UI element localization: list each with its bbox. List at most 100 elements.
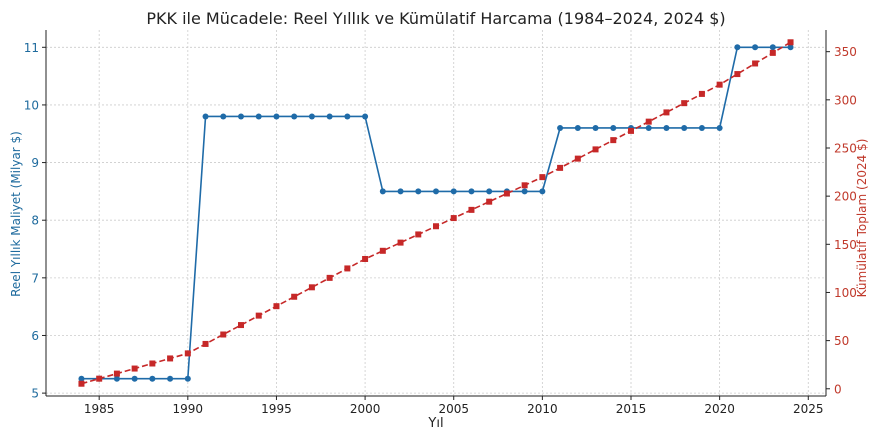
annual-cost-point: [663, 124, 670, 131]
x-axis-label: Yıl: [427, 416, 443, 431]
cumulative-total-point: [592, 146, 599, 153]
cumulative-total-point: [433, 223, 439, 230]
annual-cost-point: [255, 113, 262, 120]
cumulative-total-point: [539, 174, 546, 181]
x-tick-label: 1995: [261, 402, 292, 416]
grid-layer: [46, 30, 826, 396]
annual-cost-point: [486, 188, 493, 195]
y-right-tick-label: 100: [834, 286, 857, 300]
annual-cost-point: [220, 113, 227, 120]
cumulative-total-point: [681, 100, 688, 107]
y-axis-right-label: Kümülatif Toplam (2024 $): [855, 139, 869, 298]
annual-cost-point: [787, 44, 794, 51]
cumulative-total-point: [379, 247, 386, 254]
y-right-tick-label: 350: [834, 45, 857, 59]
chart-title: PKK ile Mücadele: Reel Yıllık ve Kümülat…: [146, 9, 725, 28]
x-tick-label: 2010: [527, 402, 558, 416]
cumulative-total-point: [308, 284, 315, 291]
x-tick-label: 1985: [84, 402, 115, 416]
y-right-tick-label: 300: [834, 93, 857, 107]
annual-cost-point: [698, 124, 705, 131]
annual-cost-point: [574, 124, 581, 131]
annual-cost-point: [344, 113, 351, 120]
cumulative-total-point: [291, 293, 298, 300]
y-axis-left-label: Reel Yıllık Maliyet (Milyar $): [9, 131, 23, 297]
annual-cost-point: [238, 113, 244, 120]
cumulative-total-point: [557, 164, 564, 171]
annual-cost-line: [81, 46, 791, 380]
cumulative-total-point: [769, 49, 776, 56]
y-left-tick-label: 10: [24, 98, 39, 112]
annual-cost-point: [326, 113, 333, 120]
annual-cost-point: [131, 375, 138, 382]
y-left-tick-label: 9: [31, 156, 39, 170]
annual-cost-point: [521, 188, 528, 195]
cumulative-total-point: [663, 109, 670, 116]
y-left-tick-label: 5: [31, 387, 39, 401]
cumulative-total-point: [238, 322, 244, 329]
cumulative-total-point: [628, 127, 634, 134]
cumulative-total-point: [273, 303, 280, 310]
y-left-tick-label: 6: [31, 329, 39, 343]
annual-cost-point: [291, 113, 298, 120]
y-right-tick-label: 50: [834, 334, 849, 348]
annual-cost-point: [716, 124, 723, 131]
annual-cost-point: [379, 188, 386, 195]
y-left-tick-label: 11: [24, 41, 39, 55]
annual-cost-point: [450, 188, 457, 195]
series-layer: [78, 39, 794, 387]
annual-cost-point: [308, 113, 315, 120]
y-right-tick-label: 150: [834, 238, 857, 252]
cumulative-total-point: [149, 360, 156, 367]
cumulative-total-point: [131, 365, 138, 372]
x-tick-label: 2020: [704, 402, 735, 416]
cumulative-total-point: [167, 355, 174, 362]
cumulative-total-point: [468, 206, 475, 213]
annual-cost-point: [681, 124, 688, 131]
cumulative-total-point: [255, 312, 262, 319]
cumulative-total-point: [734, 71, 741, 78]
cumulative-total-point: [521, 182, 528, 189]
axes-layer: 1985 1990 1995 2000 2005 2010 2015 2020 20255678…: [24, 30, 857, 416]
cumulative-total-line: [81, 41, 791, 385]
annual-cost-point: [734, 44, 741, 51]
annual-cost-point: [167, 375, 174, 382]
y-right-tick-label: 250: [834, 141, 857, 155]
annual-cost-point: [610, 124, 617, 131]
y-right-tick-label: 200: [834, 190, 857, 204]
cumulative-total-point: [610, 137, 617, 144]
cumulative-total-point: [202, 340, 209, 347]
annual-cost-point: [273, 113, 280, 120]
annual-cost-point: [184, 375, 191, 382]
x-tick-label: 2015: [616, 402, 647, 416]
annual-cost-point: [415, 188, 422, 195]
annual-cost-point: [539, 188, 546, 195]
annual-cost-point: [362, 113, 369, 120]
annual-cost-point: [78, 375, 85, 382]
cumulative-total-point: [752, 60, 759, 67]
annual-cost-point: [433, 188, 439, 195]
cumulative-total-point: [344, 265, 351, 272]
annual-cost-point: [557, 124, 564, 131]
annual-cost-point: [645, 124, 652, 131]
cumulative-total-point: [486, 198, 493, 205]
annual-cost-point: [149, 375, 156, 382]
cumulative-total-point: [787, 39, 794, 46]
x-tick-label: 1990: [173, 402, 204, 416]
x-tick-label: 2000: [350, 402, 381, 416]
cumulative-total-point: [78, 380, 85, 387]
cumulative-total-point: [716, 81, 723, 88]
y-right-tick-label: 0: [834, 382, 842, 396]
annual-cost-point: [468, 188, 475, 195]
annual-cost-point: [752, 44, 759, 51]
cumulative-total-point: [220, 331, 227, 338]
cumulative-total-point: [326, 274, 333, 281]
x-tick-label: 2005: [438, 402, 469, 416]
annual-cost-point: [769, 44, 776, 51]
y-left-tick-label: 8: [31, 214, 39, 228]
cumulative-total-point: [645, 118, 652, 125]
cumulative-total-point: [397, 239, 404, 246]
annual-cost-point: [592, 124, 599, 131]
